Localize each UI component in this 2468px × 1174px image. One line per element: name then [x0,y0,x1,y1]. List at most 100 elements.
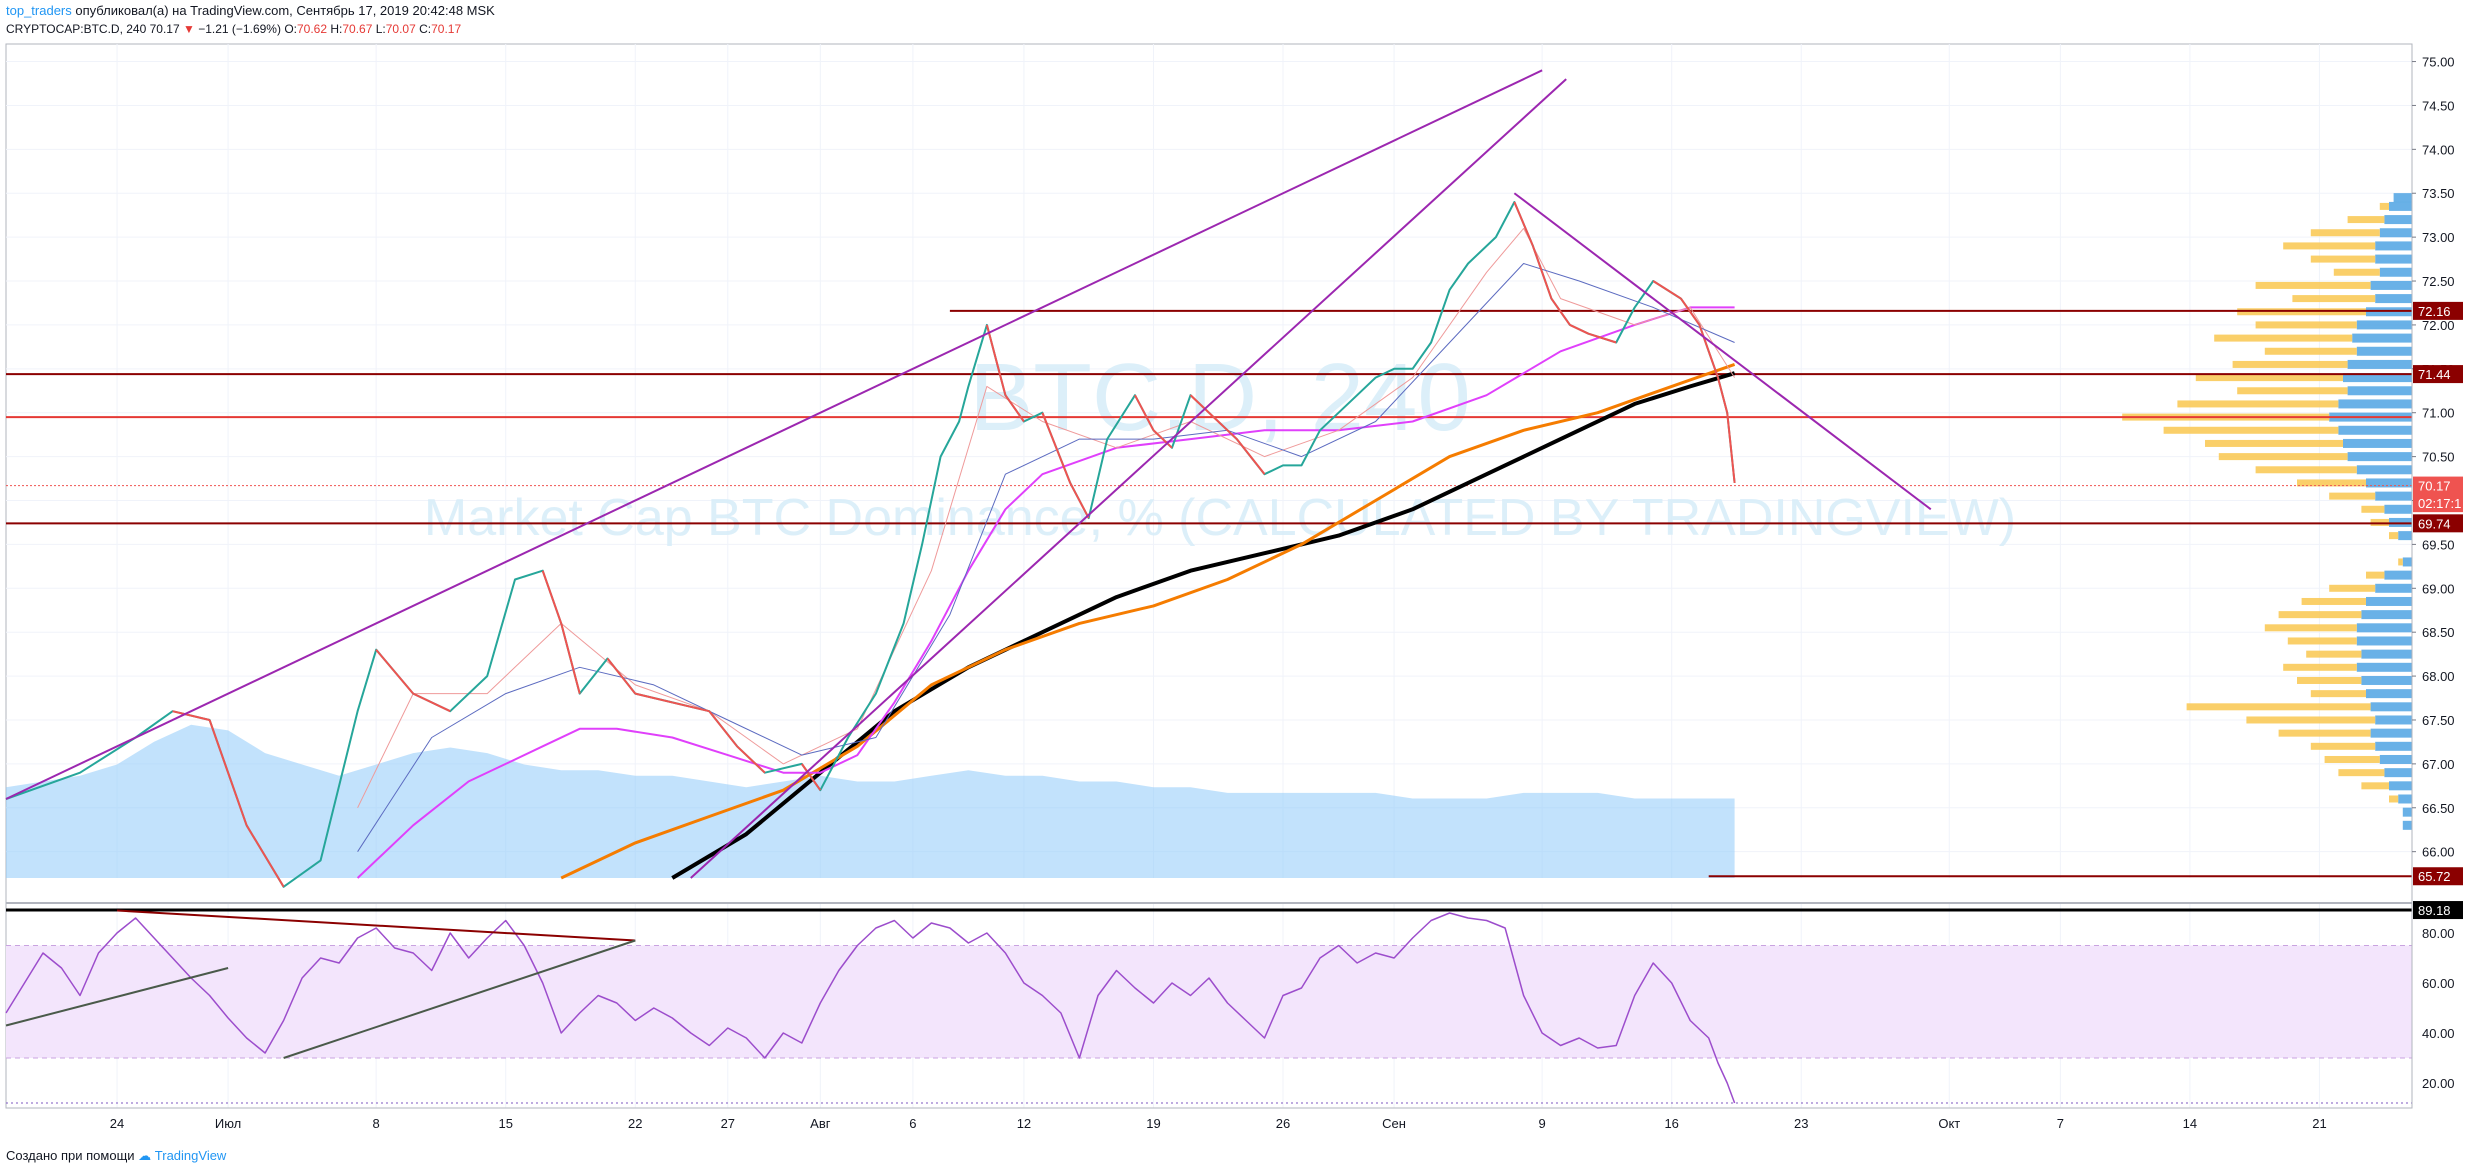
vp-row-yellow [2255,321,2357,329]
vp-row-yellow [2310,690,2366,698]
time-tick-label: 7 [2057,1116,2064,1131]
time-tick-label: 24 [110,1116,124,1131]
price-segment-down [1134,394,1155,431]
vp-row-yellow [2186,703,2371,711]
vp-row-blue [2347,386,2412,396]
vp-row-blue [2366,596,2412,606]
low-label: L: [375,22,386,36]
vp-row-yellow [2379,202,2389,210]
vp-row-yellow [2205,439,2343,447]
price-segment-down [1569,324,1589,335]
price-tick-label: 73.50 [2422,186,2455,201]
vp-row-yellow [2389,532,2399,540]
tradingview-brand[interactable]: TradingView [154,1148,227,1163]
time-tick-label: 16 [1664,1116,1678,1131]
price-badge [2413,867,2463,886]
price-tick-label: 67.00 [2422,757,2455,772]
price-badge-label: 71.44 [2418,367,2451,382]
price-badge [2413,301,2463,320]
watermark-symbol: BTC.D, 240 [969,344,1471,451]
trend-line [5,69,1543,800]
tradingview-logo-icon: ☁ [138,1148,152,1163]
price-segment-down [985,324,1007,396]
footer-text: Создано при помощи [6,1148,135,1163]
price-segment-down [1588,332,1617,344]
price-segment-down [412,692,451,713]
vp-row-blue [2384,215,2412,225]
price-badge [2413,476,2463,495]
time-tick-label: Сен [1382,1116,1406,1131]
trend-line [1513,192,1932,511]
time-tick-label: Июл [215,1116,241,1131]
vp-row-yellow [2310,229,2380,237]
trend-lines [5,69,1932,879]
vp-row-yellow [2292,295,2376,303]
vp-row-yellow [2297,676,2362,684]
price-segment-down [1726,412,1736,484]
time-axis[interactable]: 24 Июл 8 15 22 27 Авг 6 12 19 26 Сен 9 16 23 Окт 7 14 21 [6,1107,2412,1131]
vp-row-blue [2370,728,2412,738]
price-segment-down [1707,350,1719,378]
vp-row-yellow [2163,426,2339,434]
price-segment-down [1235,438,1266,475]
vp-row-yellow [2361,782,2389,790]
vp-row-yellow [2264,624,2357,632]
time-tick-label: 26 [1276,1116,1290,1131]
symbol-label[interactable]: CRYPTOCAP:BTC.D, 240 [6,22,147,36]
price-tick-label: 74.50 [2422,98,2455,113]
vp-row-blue [2375,741,2412,751]
ohlc-line: CRYPTOCAP:BTC.D, 240 70.17 ▼ −1.21 (−1.6… [6,20,1406,38]
price-badge-label: 02:17:1 [2418,496,2461,511]
time-tick-label: Авг [810,1116,831,1131]
price-segment-down [1152,429,1173,449]
vp-row-yellow [2246,716,2376,724]
vp-row-blue [2361,649,2412,659]
price-segment-down [1531,245,1553,299]
price-tick-label: 68.00 [2422,669,2455,684]
vp-row-yellow [2232,360,2348,368]
time-tick-label: 12 [1017,1116,1031,1131]
vp-row-blue [2366,689,2412,699]
vp-row-yellow [2361,505,2385,513]
vp-row-blue [2379,754,2412,764]
rsi-trend-line [5,967,229,1027]
price-series [5,201,1736,888]
price-segment-down [1652,280,1682,300]
price-tick-label: 75.00 [2422,55,2455,70]
price-segment-down [1189,394,1210,414]
time-tick-label: 21 [2312,1116,2326,1131]
moving-average-3 [357,227,1736,809]
price-tick-label: 69.00 [2422,581,2455,596]
horizontal-levels [6,309,2412,878]
time-tick-label: 23 [1794,1116,1808,1131]
vp-row-yellow [2278,729,2371,737]
vp-row-blue [2384,768,2412,778]
vp-row-blue [2402,807,2412,817]
vp-row-blue [2389,201,2412,211]
price-segment-down [245,824,285,888]
footer: Создано при помощи ☁ TradingView [6,1148,226,1164]
vp-row-blue [2370,280,2412,290]
volume-area [6,724,1735,878]
vp-row-yellow [2297,479,2366,487]
vp-row-yellow [2338,769,2385,777]
vp-row-blue [2361,610,2412,620]
price-badge-label: 69.74 [2418,516,2451,531]
rsi-tick-label: 80.00 [2422,926,2455,941]
low-value: 70.07 [385,22,416,36]
author-link[interactable]: top_traders [6,3,72,18]
vp-row-yellow [2389,795,2399,803]
chart-header: top_traders опубликовал(а) на TradingVie… [6,2,1406,38]
vp-row-yellow [2283,242,2376,250]
vp-row-yellow [2310,255,2376,263]
price-badge-label: 65.72 [2418,869,2451,884]
time-tick-label: 6 [909,1116,916,1131]
vp-row-blue [2370,702,2412,712]
close-value: 70.17 [431,22,462,36]
price-badge-label: 72.16 [2418,304,2451,319]
vp-row-yellow [2310,742,2376,750]
price-axis[interactable]: 75.0074.5074.0073.5073.0072.5072.0071.50… [2411,44,2463,1108]
moving-averages [356,227,1736,880]
rsi-upper-label: 89.18 [2418,903,2451,918]
